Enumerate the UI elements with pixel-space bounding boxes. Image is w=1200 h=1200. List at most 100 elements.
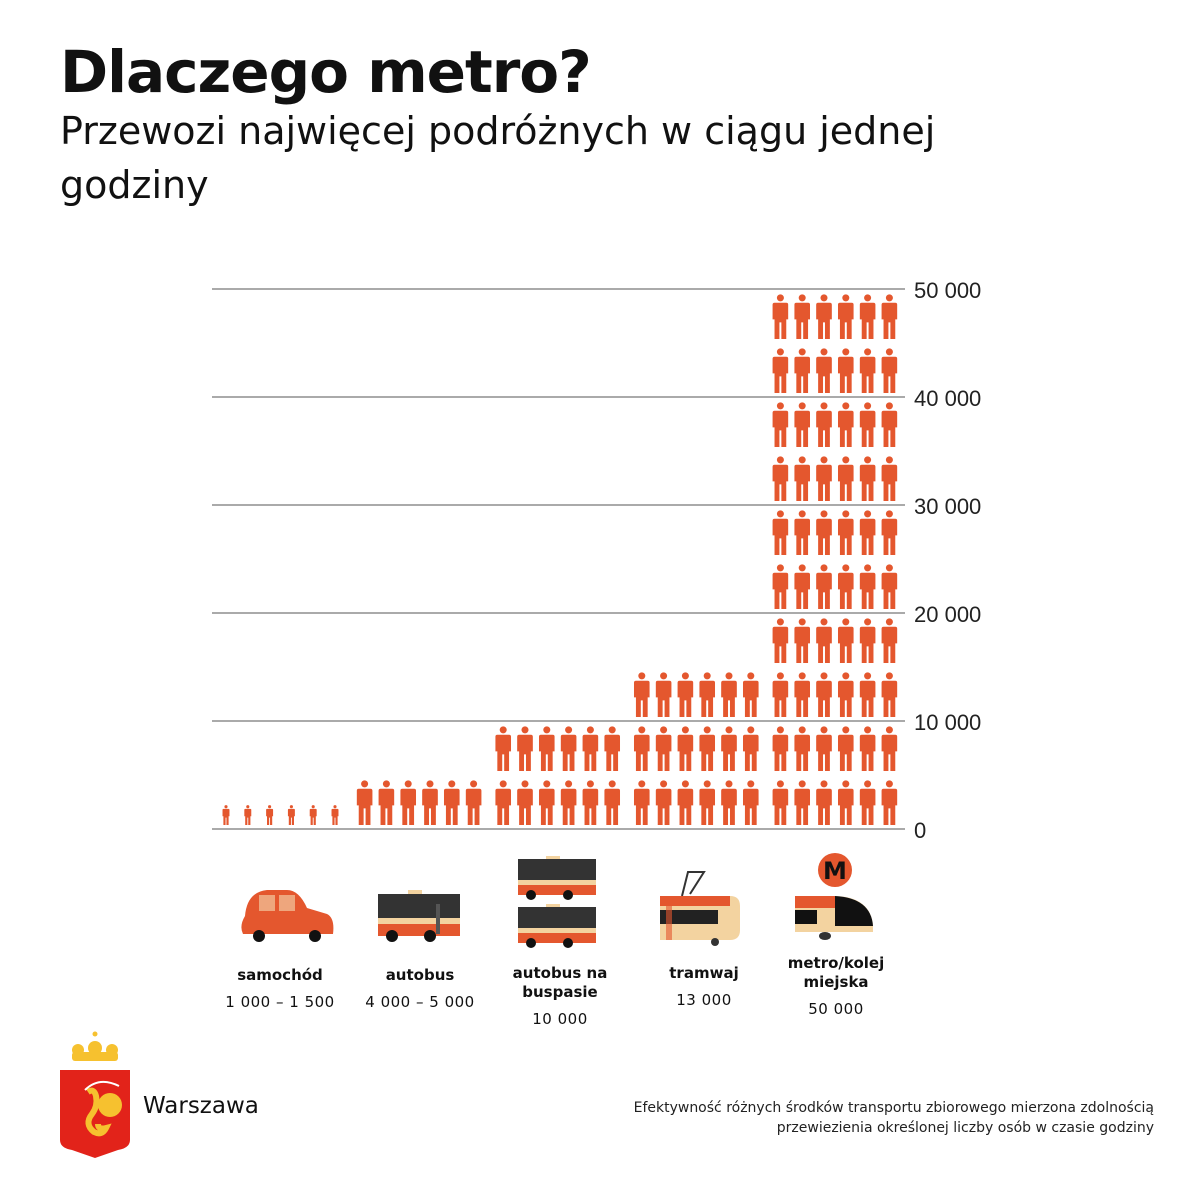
person-pictogram [560,726,577,771]
person-pictogram [837,402,854,447]
person-pictogram [816,402,832,447]
person-pictogram [859,726,876,771]
person-pictogram [604,780,621,825]
person-pictogram [881,294,898,339]
person-pictogram [816,780,832,825]
person-pictogram [859,294,876,339]
person-pictogram [742,780,759,825]
person-pictogram [742,726,759,771]
person-pictogram [816,564,832,609]
person-pictogram [244,805,252,825]
person-pictogram [881,402,898,447]
car-icon [237,886,337,952]
bar-4 [772,294,898,825]
person-pictogram [772,402,789,447]
y-tick-label: 50 000 [914,278,981,303]
y-tick-label: 20 000 [914,602,981,627]
person-pictogram [794,780,811,825]
person-pictogram [816,618,832,663]
category-label-0: samochód 1 000 – 1 500 [200,966,360,1011]
person-pictogram [721,672,737,717]
person-pictogram [772,294,789,339]
person-pictogram [772,726,789,771]
person-pictogram [560,780,577,825]
category-label-3: tramwaj 13 000 [624,964,784,1009]
person-pictogram [772,618,789,663]
person-pictogram [837,564,854,609]
person-pictogram [495,726,512,771]
person-pictogram [881,618,898,663]
category-value: 1 000 – 1 500 [225,993,335,1011]
person-pictogram [772,510,789,555]
category-name: tramwaj [669,964,739,982]
person-pictogram [266,805,274,825]
person-pictogram [859,780,876,825]
y-tick-label: 30 000 [914,494,981,519]
person-pictogram [881,564,898,609]
y-tick-label: 40 000 [914,386,981,411]
person-pictogram [356,780,373,825]
category-value: 4 000 – 5 000 [365,993,475,1011]
person-pictogram [859,348,876,393]
person-pictogram [582,780,599,825]
tram-icon [660,868,744,952]
person-pictogram [837,510,854,555]
person-pictogram [794,348,811,393]
person-pictogram [794,618,811,663]
person-pictogram [816,672,832,717]
person-pictogram [331,805,339,825]
person-pictogram [881,780,898,825]
person-pictogram [378,780,395,825]
person-pictogram [772,564,789,609]
person-pictogram [604,726,621,771]
person-pictogram [859,672,876,717]
bar-3 [633,672,759,825]
person-pictogram [699,726,716,771]
person-pictogram [816,294,832,339]
person-pictogram [837,726,854,771]
bar-1 [356,780,482,825]
person-pictogram [538,726,555,771]
person-pictogram [582,726,599,771]
person-pictogram [721,780,737,825]
person-pictogram [837,672,854,717]
person-pictogram [881,510,898,555]
person-pictogram [837,456,854,501]
person-pictogram [400,780,417,825]
person-pictogram [677,780,694,825]
person-pictogram [837,294,854,339]
category-name: samochód [237,966,323,984]
person-pictogram [287,805,295,825]
category-label-1: autobus 4 000 – 5 000 [340,966,500,1011]
category-value: 13 000 [676,991,732,1009]
person-pictogram [881,456,898,501]
person-pictogram [655,780,672,825]
footnote-line-2: przewiezienia określonej liczby osób w c… [776,1120,1154,1136]
y-tick-label: 10 000 [914,710,981,735]
person-pictogram [816,510,832,555]
y-tick-label: 0 [914,818,926,843]
person-pictogram [794,402,811,447]
warszawa-coat-of-arms-logo [60,1031,130,1158]
person-pictogram [816,456,832,501]
person-pictogram [655,726,672,771]
person-pictogram [837,618,854,663]
person-pictogram [721,726,737,771]
person-pictogram [794,294,811,339]
person-pictogram [633,726,650,771]
person-pictogram [495,780,512,825]
page-title: Dlaczego metro? [60,38,592,106]
person-pictogram [633,672,650,717]
person-pictogram [837,348,854,393]
category-label-4: metro/kolej miejska 50 000 [756,954,916,1018]
person-pictogram [742,672,759,717]
double-bus-icon [518,856,598,952]
person-pictogram [794,564,811,609]
page-subtitle: Przewozi najwięcej podróżnych w ciągu je… [60,109,936,207]
person-pictogram [538,780,555,825]
person-pictogram [772,672,789,717]
person-pictogram [309,805,317,825]
person-pictogram [794,456,811,501]
person-pictogram [222,805,230,825]
